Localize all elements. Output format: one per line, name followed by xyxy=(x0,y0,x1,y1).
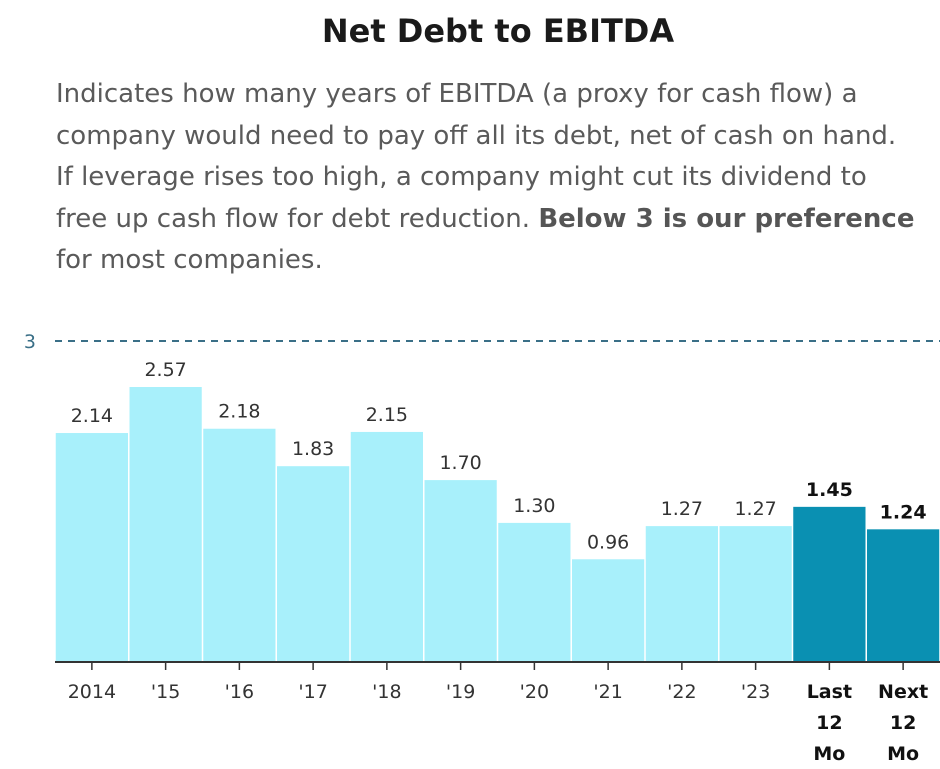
reference-line-label: 3 xyxy=(24,331,36,353)
data-label: 0.96 xyxy=(587,531,629,553)
x-tick-label: '19 xyxy=(446,681,475,703)
bar xyxy=(719,526,792,662)
bar xyxy=(203,428,276,662)
x-tick-label: '15 xyxy=(151,681,180,703)
bar xyxy=(424,480,497,662)
x-tick-label: '18 xyxy=(372,681,401,703)
bar xyxy=(350,431,423,662)
bar xyxy=(572,559,645,662)
x-tick-label: '21 xyxy=(593,681,622,703)
x-tick-label: Last 12 Mo xyxy=(807,681,852,765)
data-label: 1.27 xyxy=(734,498,776,520)
description-text: Indicates how many years of EBITDA (a pr… xyxy=(56,79,897,234)
data-label: 2.14 xyxy=(71,405,113,427)
data-label: 1.45 xyxy=(806,479,853,501)
data-label: 2.15 xyxy=(366,404,408,426)
data-label: 1.70 xyxy=(439,452,481,474)
x-tick-label: 2014 xyxy=(68,681,116,703)
data-label: 1.30 xyxy=(513,495,555,517)
bar xyxy=(129,387,202,662)
data-label: 1.83 xyxy=(292,438,334,460)
bar xyxy=(793,506,866,662)
bar xyxy=(645,526,718,662)
x-tick-label: '17 xyxy=(298,681,327,703)
data-label: 1.27 xyxy=(661,498,703,520)
data-label: 2.18 xyxy=(218,401,260,423)
bar xyxy=(55,433,128,662)
x-tick-label: '23 xyxy=(741,681,770,703)
chart-title: Net Debt to EBITDA xyxy=(321,12,675,50)
x-tick-label: '22 xyxy=(667,681,696,703)
bar xyxy=(867,529,940,662)
description-emphasis: Below 3 is our preference xyxy=(538,203,915,234)
bar xyxy=(498,522,571,662)
data-label: 2.57 xyxy=(144,359,186,381)
data-label: 1.24 xyxy=(880,501,927,523)
x-tick-label: '16 xyxy=(225,681,254,703)
description-text-end: for most companies. xyxy=(56,245,323,275)
bar xyxy=(277,466,350,662)
x-tick-label: '20 xyxy=(520,681,549,703)
x-tick-label: Next 12 Mo xyxy=(878,681,928,765)
chart-description: Indicates how many years of EBITDA (a pr… xyxy=(56,74,916,282)
